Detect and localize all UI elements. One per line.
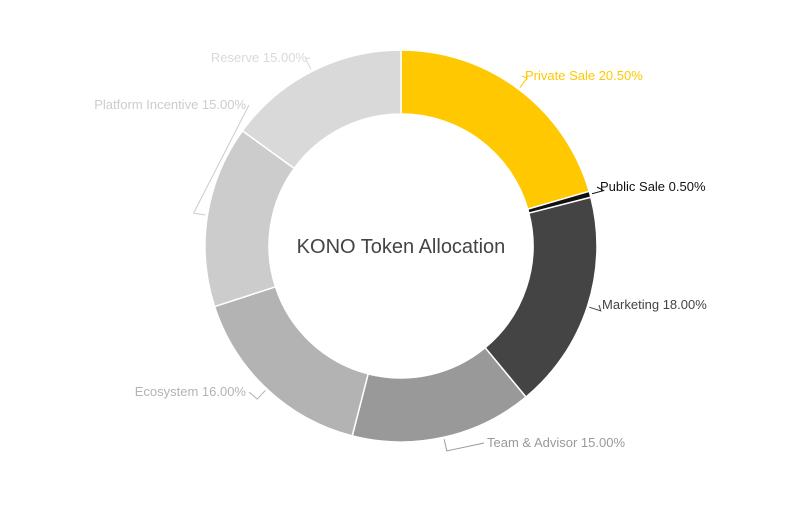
label-private-sale: Private Sale 20.50% bbox=[525, 68, 643, 83]
leader-line-ecosystem bbox=[248, 389, 266, 400]
slices-layer bbox=[204, 49, 598, 443]
leader-line-public-sale bbox=[591, 186, 605, 195]
leader-line-team-advisor bbox=[443, 439, 485, 452]
leader-lines-layer bbox=[192, 57, 605, 452]
leader-line-reserve bbox=[304, 57, 312, 70]
label-platform-incentive: Platform Incentive 15.00% bbox=[94, 97, 246, 112]
slice-reserve bbox=[241, 49, 402, 170]
leader-line-marketing bbox=[589, 304, 602, 312]
label-marketing: Marketing 18.00% bbox=[602, 297, 707, 312]
label-team-advisor: Team & Advisor 15.00% bbox=[487, 435, 625, 450]
leader-line-private-sale bbox=[519, 75, 528, 88]
label-ecosystem: Ecosystem 16.00% bbox=[135, 384, 247, 399]
label-public-sale: Public Sale 0.50% bbox=[600, 179, 706, 194]
leader-line-platform-incentive bbox=[192, 104, 250, 216]
slice-ecosystem bbox=[213, 285, 370, 437]
labels-layer: Private Sale 20.50% Public Sale 0.50% Mark… bbox=[94, 50, 707, 450]
label-reserve: Reserve 15.00% bbox=[211, 50, 308, 65]
chart-title: KONO Token Allocation bbox=[297, 236, 506, 258]
